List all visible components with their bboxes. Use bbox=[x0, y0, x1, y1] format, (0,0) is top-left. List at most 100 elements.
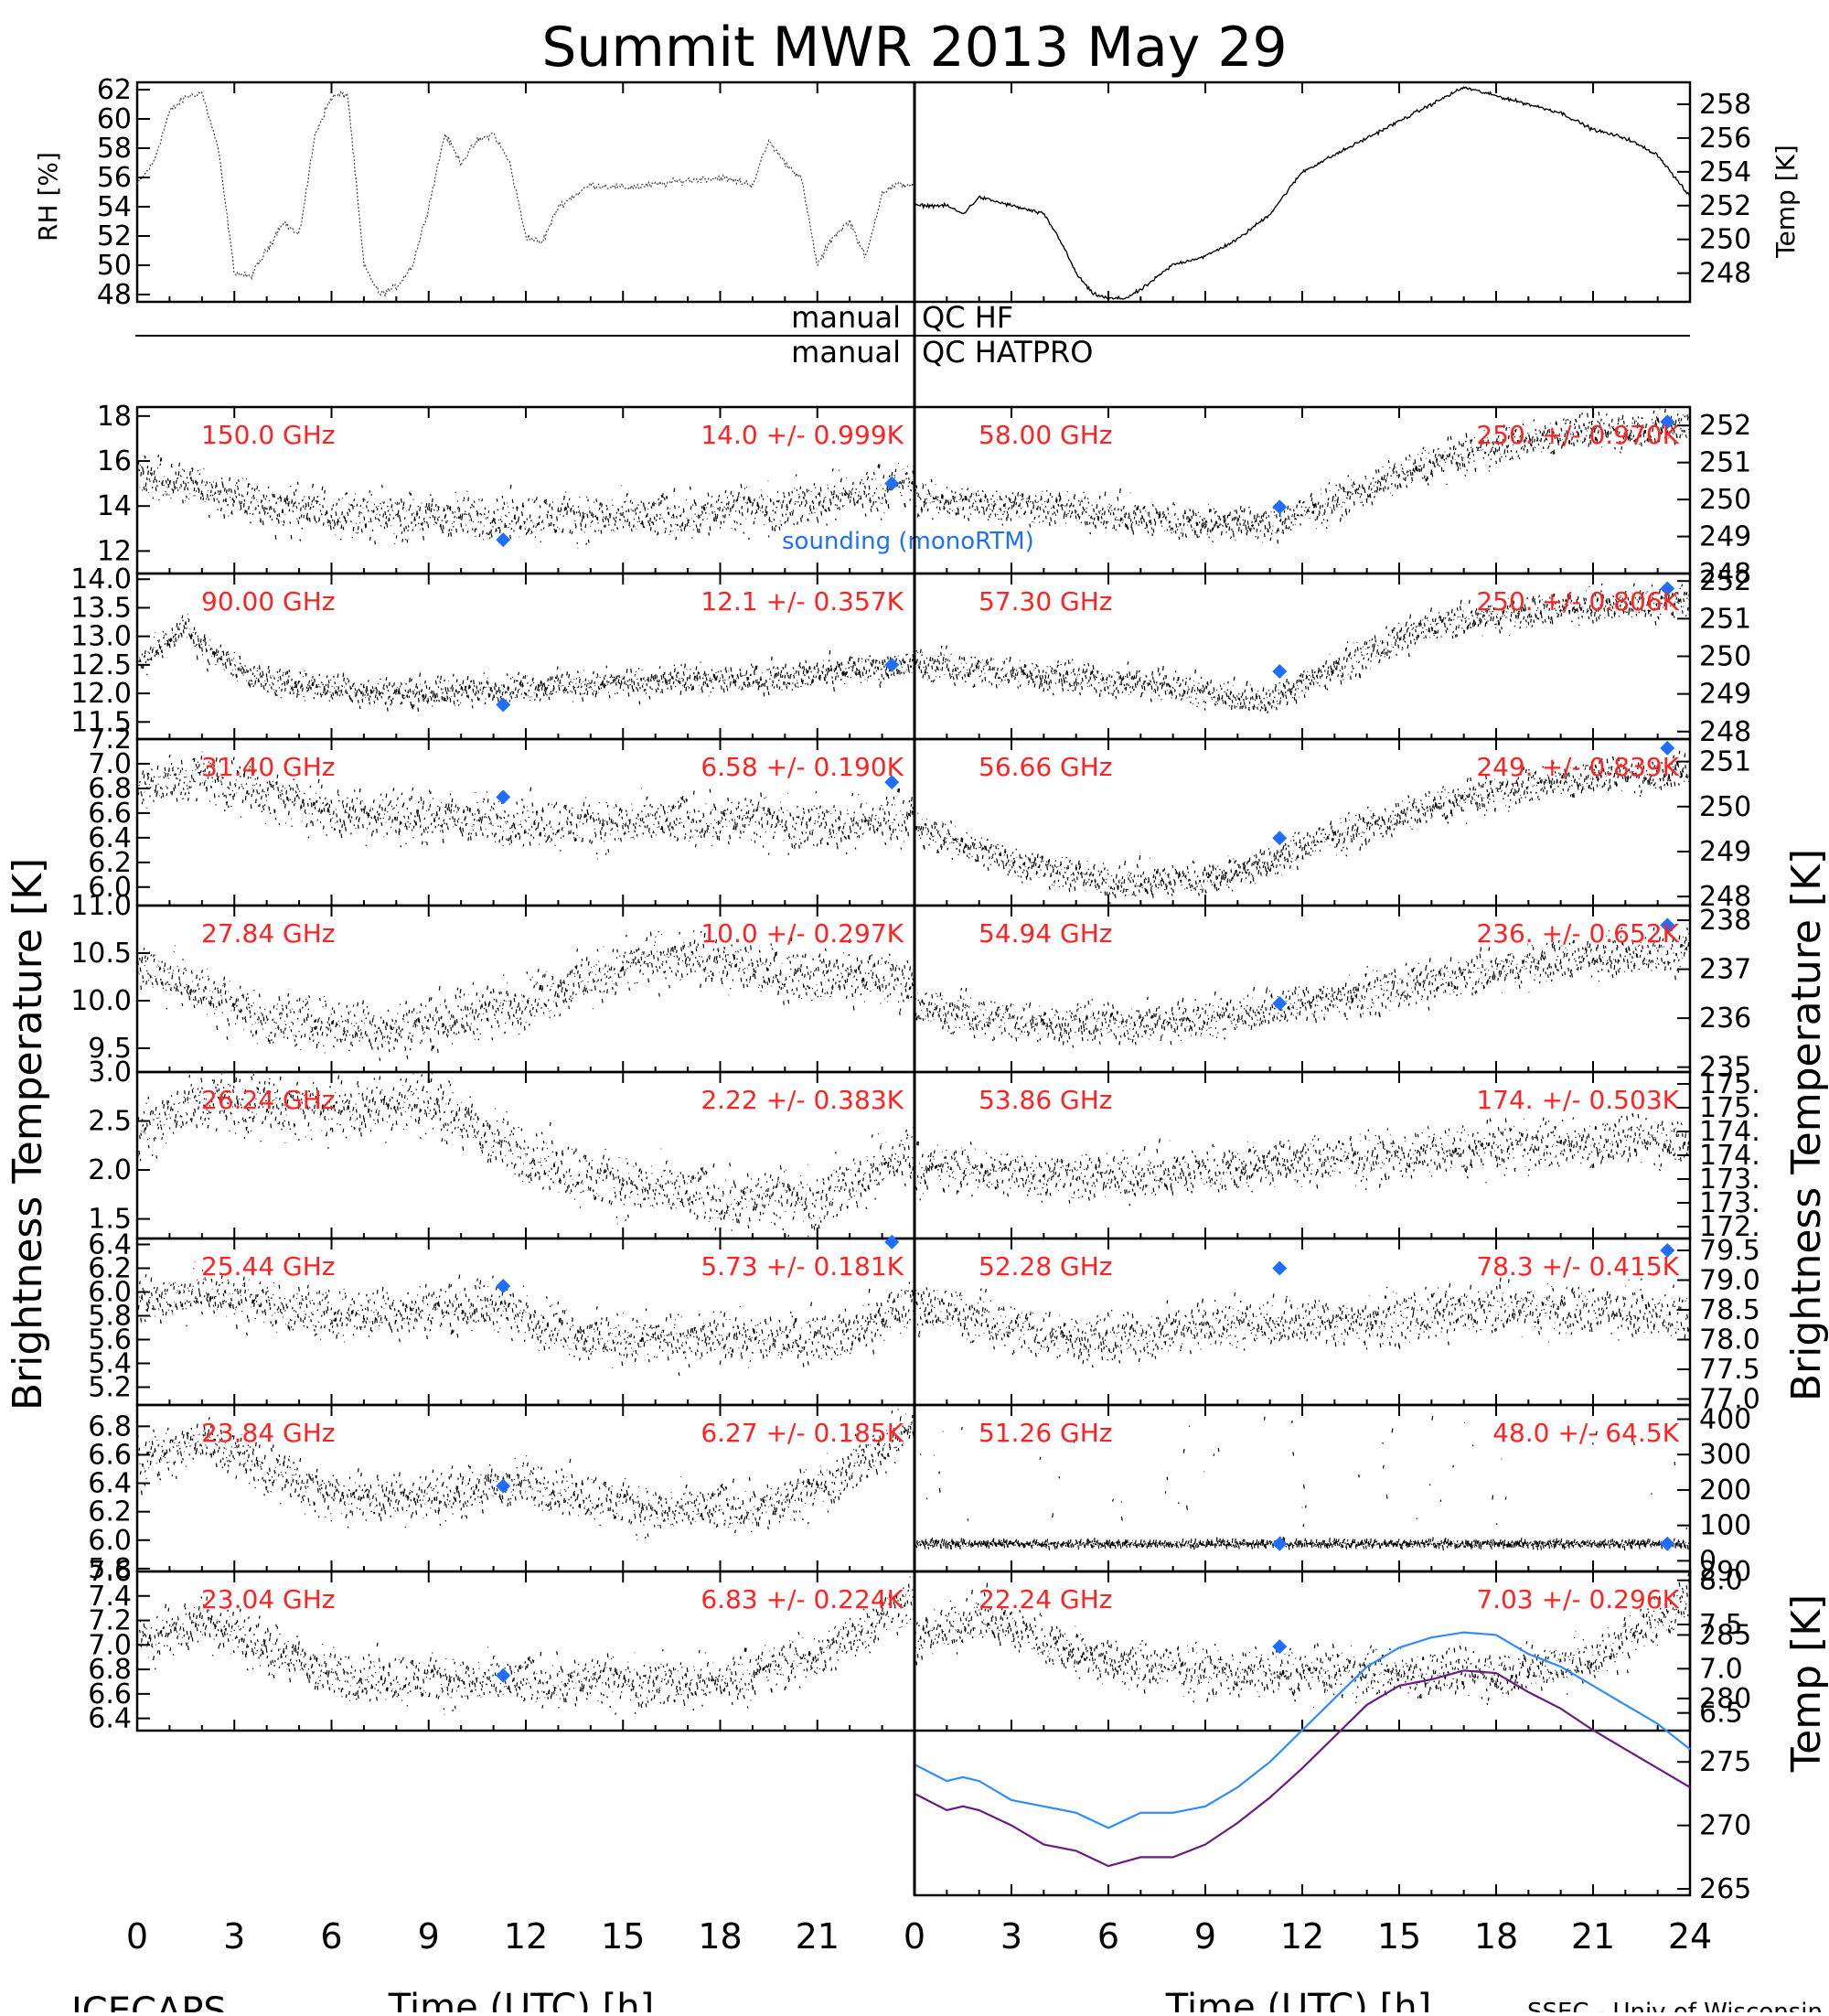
ch-90.00-ytick-label: 13.0 bbox=[70, 621, 132, 653]
ch-57.30-sounding-marker bbox=[1272, 663, 1288, 679]
blackbody-panel-ytick-label: 270 bbox=[1699, 1810, 1751, 1842]
temp-top-panel-ytick-label: 256 bbox=[1699, 123, 1751, 155]
ch-58.00-ytick-label: 252 bbox=[1699, 410, 1751, 442]
ch-23.84-ytick-label: 6.0 bbox=[88, 1525, 132, 1557]
ch-52.28-ytick-label: 79.5 bbox=[1699, 1235, 1760, 1267]
ch-54.94-stat-label: 236. +/- 0.652K bbox=[1476, 918, 1679, 949]
temp-top-panel-ytick-label: 252 bbox=[1699, 190, 1751, 222]
x-tick-label-left: 21 bbox=[796, 1916, 840, 1957]
ch-26.24-ytick-label: 2.5 bbox=[88, 1106, 132, 1138]
rh-panel-ytick-label: 58 bbox=[97, 133, 132, 165]
ch-23.84-freq-label: 23.84 GHz bbox=[201, 1418, 336, 1448]
ch-22.24-ytick-label: 7.0 bbox=[1699, 1653, 1743, 1685]
ch-53.86-ytick-label: 175. bbox=[1699, 1092, 1760, 1124]
plot-panels: 4850525456586062248250252254256258150.0 … bbox=[70, 74, 1760, 1957]
ch-90.00-freq-label: 90.00 GHz bbox=[201, 586, 336, 617]
qc-hf-left-label: manual bbox=[791, 300, 901, 335]
ch-57.30-stat-label: 250. +/- 0.806K bbox=[1476, 586, 1679, 617]
ch-26.24-ytick-label: 2.0 bbox=[88, 1154, 132, 1186]
rh-panel-ytick-label: 50 bbox=[97, 250, 132, 282]
temp-top-series bbox=[914, 86, 1691, 300]
ch-22.24-ytick-label: 7.5 bbox=[1699, 1609, 1743, 1641]
ch-150.0-ytick-label: 16 bbox=[97, 445, 132, 477]
ch-27.84-ytick-label: 9.5 bbox=[88, 1033, 132, 1065]
blackbody-panel-ytick-label: 275 bbox=[1699, 1746, 1751, 1778]
ch-22.24-ytick-label: 6.5 bbox=[1699, 1698, 1743, 1730]
x-tick-label-right: 15 bbox=[1377, 1916, 1421, 1957]
ch-23.04-sounding-marker bbox=[496, 1667, 511, 1683]
ch-53.86-ytick-label: 174. bbox=[1699, 1140, 1760, 1172]
rh-panel-ytick-label: 48 bbox=[97, 279, 132, 311]
ch-23.04-ytick-label: 7.2 bbox=[88, 1605, 132, 1637]
ch-31.40-series bbox=[136, 751, 915, 860]
rh-series bbox=[136, 90, 915, 297]
bt-left-axis-label: Brightness Temperature [K] bbox=[5, 858, 51, 1410]
ch-57.30-ytick-label: 250 bbox=[1699, 641, 1751, 673]
ch-52.28-freq-label: 52.28 GHz bbox=[979, 1251, 1113, 1281]
ch-150.0-ytick-label: 14 bbox=[97, 490, 132, 522]
ch-56.66-stat-label: 249. +/- 0.839K bbox=[1476, 752, 1679, 782]
ch-56.66-ytick-label: 250 bbox=[1699, 791, 1751, 823]
ch-51.26-sounding-marker bbox=[1272, 1536, 1288, 1551]
ch-25.44-ytick-label: 5.4 bbox=[88, 1348, 132, 1380]
ch-31.40-ytick-label: 6.4 bbox=[88, 822, 132, 854]
ch-53.86-ytick-label: 174. bbox=[1699, 1116, 1760, 1148]
ch-54.94-ytick-label: 236 bbox=[1699, 1003, 1751, 1035]
ch-25.44-ytick-label: 6.0 bbox=[88, 1277, 132, 1309]
ch-31.40-ytick-label: 6.2 bbox=[88, 847, 132, 879]
ch-27.84-ytick-label: 10.5 bbox=[70, 938, 132, 970]
ch-23.84-stat-label: 6.27 +/- 0.185K bbox=[701, 1418, 904, 1448]
ch-90.00-ytick-label: 12.5 bbox=[70, 649, 132, 681]
x-tick-label-left: 3 bbox=[223, 1916, 245, 1957]
ch-23.04-ytick-label: 7.0 bbox=[88, 1629, 132, 1661]
blackbody-panel-ytick-label: 290 bbox=[1699, 1556, 1751, 1588]
ch-57.30-freq-label: 57.30 GHz bbox=[979, 586, 1113, 617]
x-tick-label-right: 21 bbox=[1571, 1916, 1615, 1957]
ch-54.94-freq-label: 54.94 GHz bbox=[979, 918, 1113, 949]
ch-90.00-sounding-marker bbox=[496, 697, 511, 713]
temp-top-axis-label: Temp [K] bbox=[1770, 145, 1801, 259]
x-tick-label-left: 9 bbox=[418, 1916, 440, 1957]
ch-56.66-ytick-label: 248 bbox=[1699, 881, 1751, 913]
ch-53.86-ytick-label: 173. bbox=[1699, 1187, 1760, 1219]
ch-31.40-ytick-label: 7.0 bbox=[88, 748, 132, 780]
ch-51.26-ytick-label: 100 bbox=[1699, 1510, 1751, 1542]
rh-panel-ytick-label: 52 bbox=[97, 220, 132, 252]
ch-58.00-ytick-label: 250 bbox=[1699, 484, 1751, 516]
ch-52.28-ytick-label: 78.0 bbox=[1699, 1324, 1760, 1357]
ch-31.40-ytick-label: 6.8 bbox=[88, 773, 132, 805]
ch-150.0-stat-label: 14.0 +/- 0.999K bbox=[701, 420, 904, 450]
ch-52.28-sounding-marker bbox=[1272, 1260, 1288, 1276]
ch-52.28-sounding-marker bbox=[1660, 1243, 1675, 1258]
ch-52.28-ytick-label: 78.5 bbox=[1699, 1294, 1760, 1326]
ch-22.24-freq-label: 22.24 GHz bbox=[979, 1584, 1113, 1614]
x-tick-label-right: 12 bbox=[1280, 1916, 1324, 1957]
x-tick-label-right: 6 bbox=[1097, 1916, 1119, 1957]
ch-23.84-sounding-marker bbox=[496, 1478, 511, 1494]
rh-panel-ytick-label: 54 bbox=[97, 191, 132, 223]
ch-58.00-ytick-label: 251 bbox=[1699, 447, 1751, 479]
ch-25.44-series bbox=[136, 1260, 916, 1377]
x-tick-label-right: 9 bbox=[1194, 1916, 1216, 1957]
x-axis-title-right: Time (UTC) [h] bbox=[1165, 1987, 1431, 2012]
x-tick-label-left: 15 bbox=[601, 1916, 645, 1957]
blackbody-panel-ytick-label: 285 bbox=[1699, 1619, 1751, 1651]
ch-56.66-sounding-marker bbox=[1272, 831, 1288, 846]
ch-25.44-sounding-marker bbox=[884, 1234, 900, 1249]
ch-22.24-stat-label: 7.03 +/- 0.296K bbox=[1476, 1584, 1679, 1614]
ch-56.66-sounding-marker bbox=[1660, 740, 1675, 756]
ch-51.26-ytick-label: 200 bbox=[1699, 1474, 1751, 1507]
ch-56.66-freq-label: 56.66 GHz bbox=[979, 752, 1113, 782]
ch-27.84-ytick-label: 11.0 bbox=[70, 890, 132, 922]
ch-31.40-stat-label: 6.58 +/- 0.190K bbox=[701, 752, 904, 782]
ch-23.84-ytick-label: 6.2 bbox=[88, 1496, 132, 1528]
ch-56.66-ytick-label: 249 bbox=[1699, 836, 1751, 868]
ch-23.84-ytick-label: 5.8 bbox=[88, 1553, 132, 1585]
ch-22.24-sounding-marker bbox=[1272, 1639, 1288, 1655]
sounding-legend-label: sounding (monoRTM) bbox=[782, 528, 1034, 555]
ch-58.00-sounding-marker bbox=[1660, 414, 1675, 430]
ch-150.0-sounding-marker bbox=[884, 476, 900, 491]
ch-31.40-ytick-label: 6.6 bbox=[88, 798, 132, 830]
footer-left-label: ICECAPS bbox=[71, 1990, 227, 2012]
